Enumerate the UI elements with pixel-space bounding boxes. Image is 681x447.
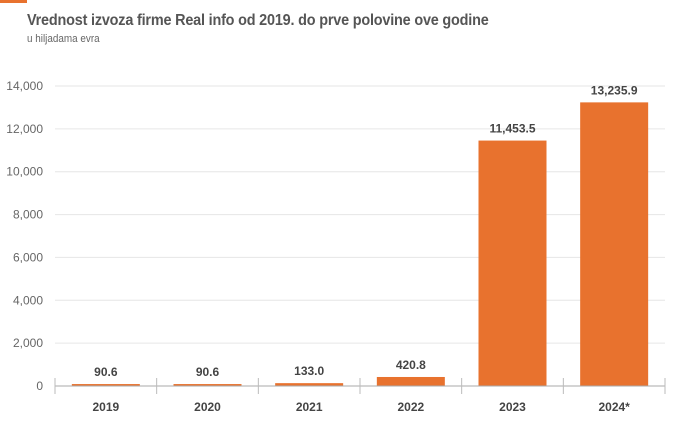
y-tick-label: 0 [36, 379, 43, 393]
data-label: 11,453.5 [489, 122, 535, 136]
x-tick-label: 2024* [598, 400, 630, 414]
y-tick-label: 6,000 [13, 250, 43, 264]
data-label: 13,235.9 [591, 83, 638, 97]
x-tick-label: 2019 [92, 400, 119, 414]
data-label: 90.6 [94, 365, 118, 379]
accent-bar [0, 0, 27, 3]
chart-title: Vrednost izvoza firme Real info od 2019.… [27, 12, 489, 29]
y-tick-label: 8,000 [13, 208, 43, 222]
y-tick-label: 10,000 [6, 165, 43, 179]
y-tick-label: 12,000 [6, 122, 43, 136]
data-label: 133.0 [294, 364, 324, 378]
chart-subtitle: u hiljadama evra [27, 33, 100, 45]
y-tick-label: 4,000 [13, 293, 43, 307]
bar-2020 [173, 384, 242, 387]
x-tick-label: 2021 [296, 400, 323, 414]
bar-2021 [275, 383, 344, 386]
y-tick-label: 2,000 [13, 336, 43, 350]
data-label: 420.8 [396, 358, 426, 372]
y-tick-label: 14,000 [6, 79, 43, 93]
bar-2019 [71, 384, 140, 387]
bar-2023 [478, 140, 547, 386]
x-tick-label: 2022 [397, 400, 424, 414]
bar-2022 [376, 376, 445, 386]
x-tick-label: 2023 [499, 400, 526, 414]
bar-2024* [580, 102, 649, 387]
x-tick-label: 2020 [194, 400, 221, 414]
data-label: 90.6 [196, 365, 220, 379]
